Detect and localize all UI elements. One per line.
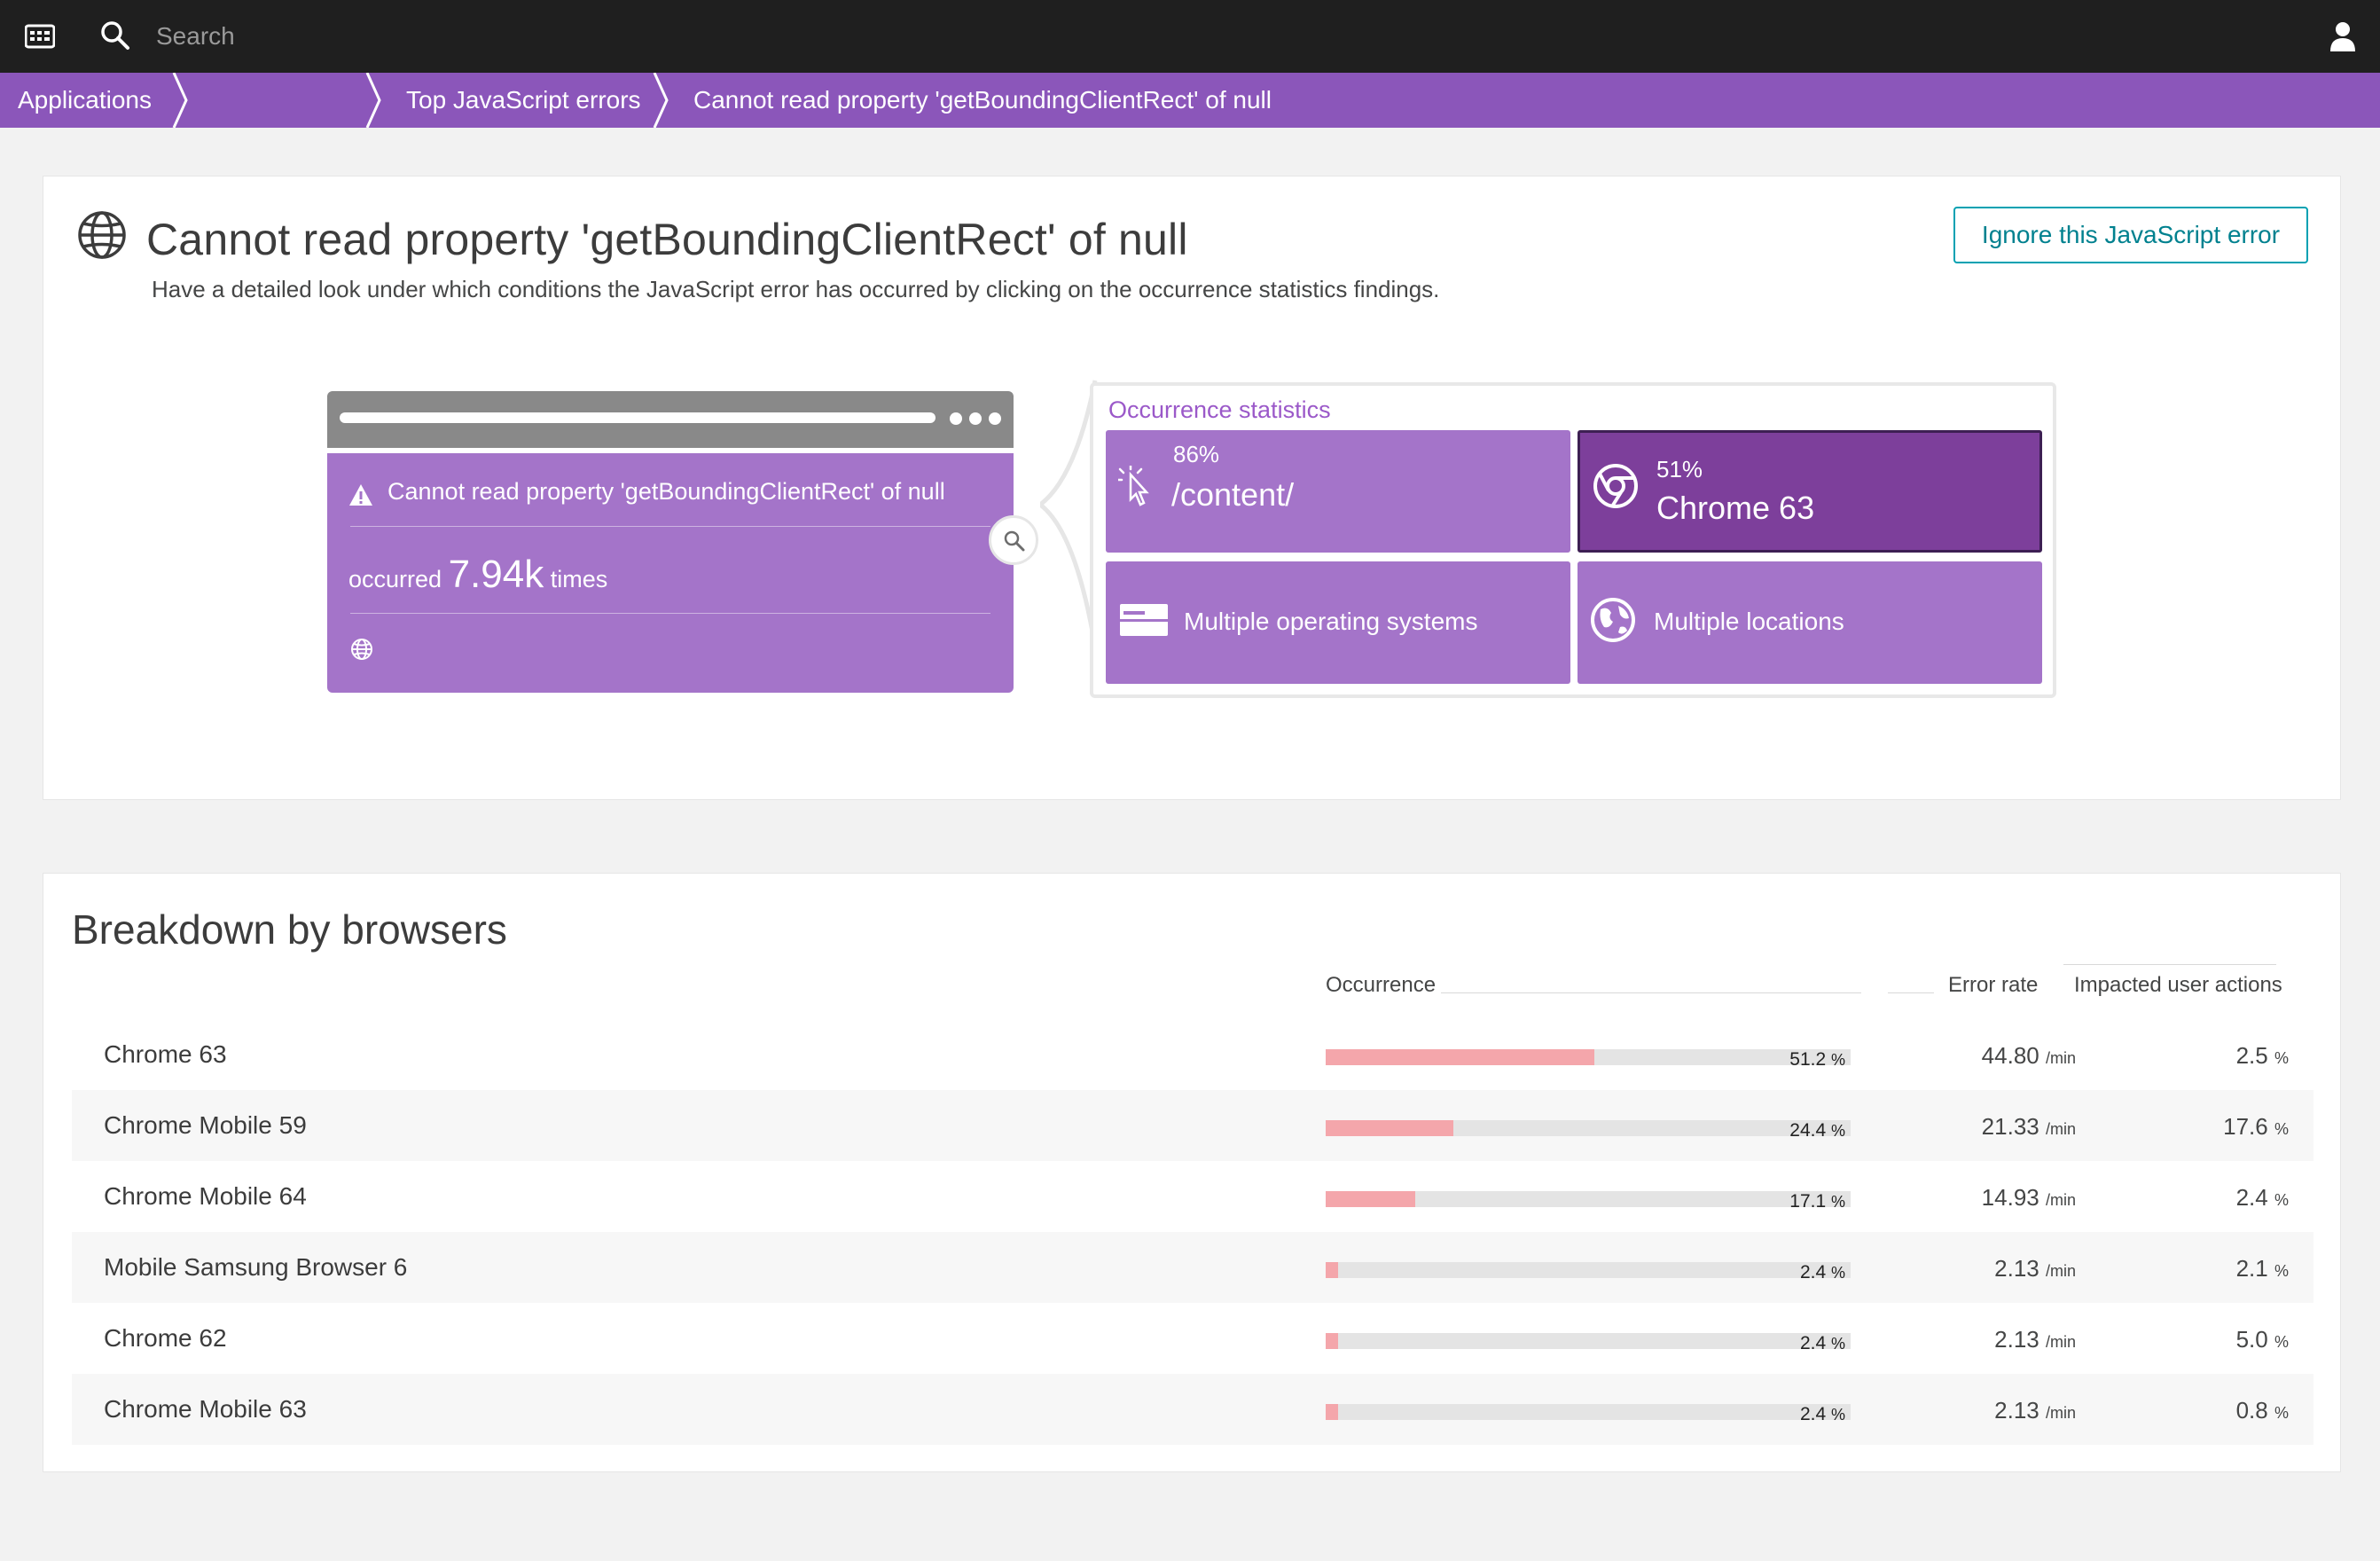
browser-window-bar — [327, 391, 1014, 448]
menu-grid-icon[interactable] — [25, 23, 55, 50]
browser-name[interactable]: Chrome Mobile 63 — [104, 1395, 307, 1423]
browser-dot — [969, 412, 982, 425]
analyze-button[interactable] — [989, 515, 1038, 565]
column-header-occurrence[interactable]: Occurrence — [1326, 973, 1437, 997]
divider — [350, 526, 990, 527]
occurrence-bar — [1326, 1049, 1851, 1065]
table-row[interactable]: Chrome Mobile 59 24.4 % 21.33 /min 17.6 % — [72, 1090, 2313, 1161]
breakdown-panel: Breakdown by browsers Occurrence Error r… — [43, 873, 2341, 1472]
impacted-actions-value: 2.4 % — [2235, 1184, 2289, 1211]
breadcrumb-applications[interactable]: Applications — [18, 86, 152, 114]
table-row[interactable]: Chrome Mobile 64 17.1 % 14.93 /min 2.4 % — [72, 1161, 2313, 1232]
cursor-click-icon — [1118, 466, 1149, 506]
breadcrumb-chevron-icon — [365, 73, 381, 128]
stat-tile-location[interactable]: Multiple locations — [1578, 561, 2042, 684]
table-row[interactable]: Chrome 62 2.4 % 2.13 /min 5.0 % — [72, 1303, 2313, 1374]
error-summary-card: Cannot read property 'getBoundingClientR… — [327, 453, 1014, 693]
occurrence-statistics-title: Occurrence statistics — [1108, 396, 1331, 423]
occurrence-value: 2.4 % — [1799, 1262, 1845, 1283]
header-divider — [1441, 992, 1861, 993]
occurrence-bar — [1326, 1333, 1851, 1349]
occurrence-value: 24.4 % — [1789, 1120, 1845, 1141]
breadcrumb-top-javascript-errors[interactable]: Top JavaScript errors — [406, 86, 641, 114]
stat-tile-label: Multiple locations — [1654, 608, 1844, 635]
occurrence-bar-fill — [1326, 1120, 1454, 1136]
table-row[interactable]: Chrome 63 51.2 % 44.80 /min 2.5 % — [72, 1019, 2313, 1090]
occurrence-bar-fill — [1326, 1262, 1339, 1278]
impacted-actions-value: 0.8 % — [2235, 1397, 2289, 1424]
browser-name[interactable]: Chrome 63 — [104, 1040, 227, 1068]
stat-tile-browser[interactable]: 51% Chrome 63 — [1578, 430, 2042, 553]
occurrence-value: 7.94k — [448, 553, 544, 596]
os-icon — [1120, 604, 1168, 636]
error-rate-value: 2.13 /min — [1994, 1397, 2076, 1424]
divider — [350, 613, 990, 614]
page-title: Cannot read property 'getBoundingClientR… — [146, 215, 1188, 264]
occurrence-bar-fill — [1326, 1404, 1339, 1420]
browser-name[interactable]: Mobile Samsung Browser 6 — [104, 1253, 408, 1281]
occurrence-count: occurred 7.94k times — [348, 553, 608, 596]
occurrence-value: 51.2 % — [1789, 1049, 1845, 1070]
browser-url-bar — [340, 412, 936, 423]
occurrence-bar — [1326, 1191, 1851, 1207]
breadcrumb-current-error: Cannot read property 'getBoundingClientR… — [693, 86, 1272, 114]
occurrence-value: 17.1 % — [1789, 1191, 1845, 1212]
occurrence-bar-fill — [1326, 1049, 1595, 1065]
impacted-actions-value: 5.0 % — [2235, 1326, 2289, 1353]
error-message: Cannot read property 'getBoundingClientR… — [388, 478, 945, 505]
header-divider — [2063, 964, 2276, 965]
occurrence-value: 2.4 % — [1799, 1333, 1845, 1353]
header-divider — [1888, 992, 1934, 993]
impacted-actions-value: 2.5 % — [2235, 1042, 2289, 1069]
error-rate-value: 2.13 /min — [1994, 1326, 2076, 1353]
error-rate-value: 44.80 /min — [1981, 1042, 2076, 1069]
top-bar — [0, 0, 2380, 73]
breadcrumb-application-name[interactable] — [195, 73, 364, 128]
browser-dot — [950, 412, 962, 425]
section-title: Breakdown by browsers — [72, 906, 507, 953]
table-row[interactable]: Mobile Samsung Browser 6 2.4 % 2.13 /min 2.… — [72, 1232, 2313, 1303]
breadcrumb-chevron-icon — [653, 73, 669, 128]
globe-icon — [1591, 598, 1635, 642]
occurrence-value: 2.4 % — [1799, 1404, 1845, 1424]
occurrence-bar-fill — [1326, 1333, 1339, 1349]
globe-icon — [351, 639, 372, 660]
page-subtitle: Have a detailed look under which conditi… — [152, 276, 1440, 302]
ignore-error-button[interactable]: Ignore this JavaScript error — [1953, 207, 2308, 263]
stat-tile-label: Multiple operating systems — [1184, 608, 1478, 635]
column-header-impacted-user-actions[interactable]: Impacted user actions — [2074, 973, 2282, 997]
stat-tile-page[interactable]: 86% /content/ — [1106, 430, 1570, 553]
impacted-actions-value: 17.6 % — [2223, 1113, 2289, 1140]
column-header-error-rate[interactable]: Error rate — [1948, 973, 2039, 997]
error-rate-value: 2.13 /min — [1994, 1255, 2076, 1282]
error-rate-value: 21.33 /min — [1981, 1113, 2076, 1140]
stat-tile-os[interactable]: Multiple operating systems — [1106, 561, 1570, 684]
search-icon — [1004, 530, 1025, 552]
error-detail-panel: Cannot read property 'getBoundingClientR… — [43, 176, 2341, 800]
stat-tile-label: Chrome 63 — [1656, 490, 1815, 526]
warning-icon — [349, 484, 372, 506]
error-rate-value: 14.93 /min — [1981, 1184, 2076, 1211]
stat-tile-percentage: 51% — [1656, 456, 1703, 482]
browser-name[interactable]: Chrome 62 — [104, 1324, 227, 1352]
search-input[interactable] — [154, 14, 956, 59]
occurrence-bar — [1326, 1262, 1851, 1278]
search-icon[interactable] — [99, 20, 131, 51]
browser-name[interactable]: Chrome Mobile 64 — [104, 1182, 307, 1210]
globe-icon — [78, 211, 126, 259]
chrome-icon — [1593, 464, 1638, 508]
occurrence-bar-fill — [1326, 1191, 1416, 1207]
browser-dot — [989, 412, 1001, 425]
user-icon[interactable] — [2329, 21, 2356, 51]
breadcrumb: Applications Top JavaScript errors Canno… — [0, 73, 2380, 128]
stat-tile-percentage: 86% — [1173, 441, 1220, 467]
browser-name[interactable]: Chrome Mobile 59 — [104, 1111, 307, 1139]
impacted-actions-value: 2.1 % — [2235, 1255, 2289, 1282]
occurrence-bar — [1326, 1404, 1851, 1420]
occurrence-bar — [1326, 1120, 1851, 1136]
stat-tile-label: /content/ — [1171, 476, 1295, 513]
table-row[interactable]: Chrome Mobile 63 2.4 % 2.13 /min 0.8 % — [72, 1374, 2313, 1445]
breadcrumb-chevron-icon — [172, 73, 188, 128]
